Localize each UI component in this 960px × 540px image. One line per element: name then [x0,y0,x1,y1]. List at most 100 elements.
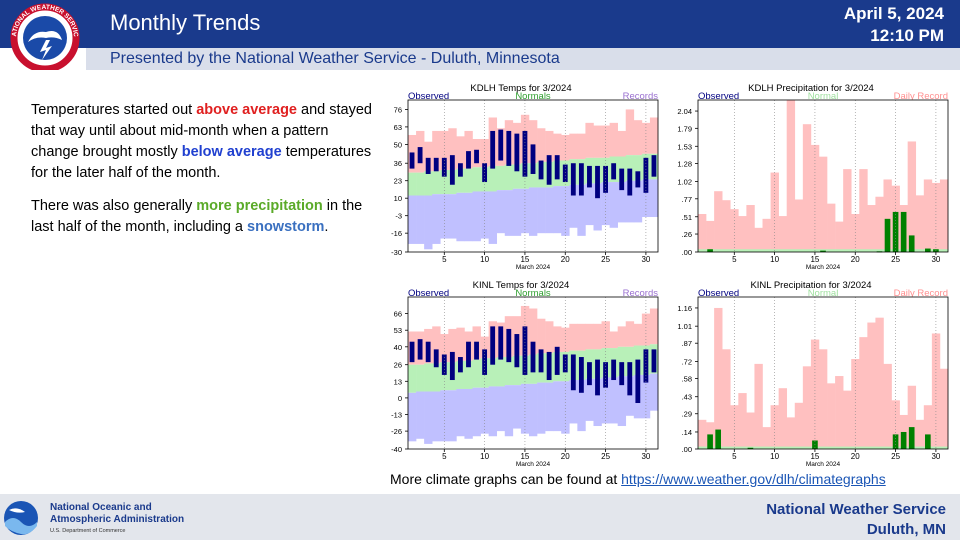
x-tick-label: 5 [442,255,447,264]
record-low-bar [432,194,441,244]
y-tick-label: 50 [394,140,402,149]
record-high-bar [633,120,643,156]
record-high-bar [641,122,651,154]
daily-record-bar [939,368,949,449]
normal-precip-bar [754,446,763,449]
more-graphs-note: More climate graphs can be found at http… [390,471,886,487]
observed-precip-bar [820,250,826,252]
x-tick-label: 5 [442,452,447,461]
daily-record-bar [794,199,804,252]
normal-range-bar [633,155,643,181]
page-subtitle: Presented by the National Weather Servic… [110,50,560,67]
daily-record-bar [915,419,925,449]
x-axis-label: March 2024 [806,264,841,271]
normal-precip-bar [722,446,731,449]
record-low-bar [488,386,498,437]
observed-temp-bar [530,341,536,373]
observed-precip-bar [908,235,915,252]
observed-temp-bar [425,157,431,174]
observed-temp-bar [635,171,641,188]
record-high-bar [617,130,627,157]
legend-normals: Normals [515,91,551,102]
daily-record-bar [883,179,892,252]
daily-record-bar [698,214,707,252]
record-low-bar [585,378,594,421]
record-low-bar [520,188,530,234]
nws-footer-text: National Weather Service Duluth, MN [766,500,946,540]
y-tick-label: .29 [682,410,692,419]
nws-logo: NATIONAL WEATHER SERVICE [4,2,80,70]
noaa-name: National Oceanic and Atmospheric Adminis… [50,502,184,526]
y-tick-label: -26 [391,427,402,436]
observed-temp-bar [466,341,471,368]
daily-record-bar [915,195,925,252]
daily-record-bar [714,307,723,449]
y-tick-label: 1.79 [677,124,692,133]
record-low-bar [593,378,602,427]
daily-record-bar [722,200,731,252]
record-high-bar [480,139,489,168]
plot-border [697,296,949,450]
record-low-bar [416,391,425,439]
record-high-bar [593,125,602,158]
record-low-bar [609,377,618,424]
record-low-bar [496,190,506,234]
record-low-bar [464,192,473,242]
normal-range-bar [432,171,441,195]
precip-paragraph: There was also generally more precipitat… [31,196,376,238]
daily-record-bar [859,169,868,252]
daily-record-bar [738,393,747,449]
plot-border [407,296,659,450]
record-low-bar [561,381,570,434]
daily-record-bar [939,179,949,252]
normal-precip-bar [722,249,731,252]
normal-range-bar [512,355,522,386]
normal-precip-bar [746,249,755,252]
y-tick-label: 36 [394,159,402,168]
plot-border [697,99,949,253]
daily-record-bar [867,322,876,449]
observed-temp-bar [627,168,633,196]
legend-normals: Normal [808,91,839,102]
record-low-bar [480,387,489,434]
x-tick-label: 25 [891,452,900,461]
y-tick-label: 76 [394,105,402,114]
observed-temp-bar [651,155,657,177]
record-low-bar [464,388,473,439]
normal-range-bar [625,155,635,181]
normal-range-bar [424,171,433,196]
text-run: Temperatures started out [31,102,197,118]
record-low-bar [448,194,457,239]
record-low-bar [528,187,538,236]
text-run: in the last half of the month, including… [31,198,363,235]
y-tick-label: 1.53 [677,142,692,151]
observed-temp-bar [619,168,625,191]
observed-temp-bar [490,326,496,365]
normal-range-bar [432,363,441,392]
normal-precip-bar [818,446,828,449]
observed-temp-bar [498,129,504,161]
record-high-bar [545,130,554,162]
observed-temp-bar [611,359,617,381]
normal-range-bar [456,360,465,389]
daily-record-bar [738,216,747,252]
record-low-bar [553,381,562,432]
normal-precip-bar [778,249,788,252]
observed-temp-bar [635,359,641,404]
below-average-highlight: below average [181,144,282,160]
climate-graphs-link[interactable]: https://www.weather.gov/dlh/climategraph… [621,471,886,487]
daily-record-bar [698,419,707,449]
y-tick-label: 1.16 [677,304,692,313]
normal-precip-bar [738,249,747,252]
record-high-bar [601,321,610,349]
legend-normals: Normals [515,288,551,299]
legend-records: Records [623,91,659,102]
normal-precip-bar [859,446,868,449]
observed-precip-bar [707,434,713,449]
normal-precip-bar [843,446,852,449]
y-tick-label: .51 [682,213,692,222]
normal-range-bar [456,168,465,193]
observed-temp-bar [417,339,423,360]
page-title: Monthly Trends [110,10,261,35]
daily-record-bar [843,169,852,252]
